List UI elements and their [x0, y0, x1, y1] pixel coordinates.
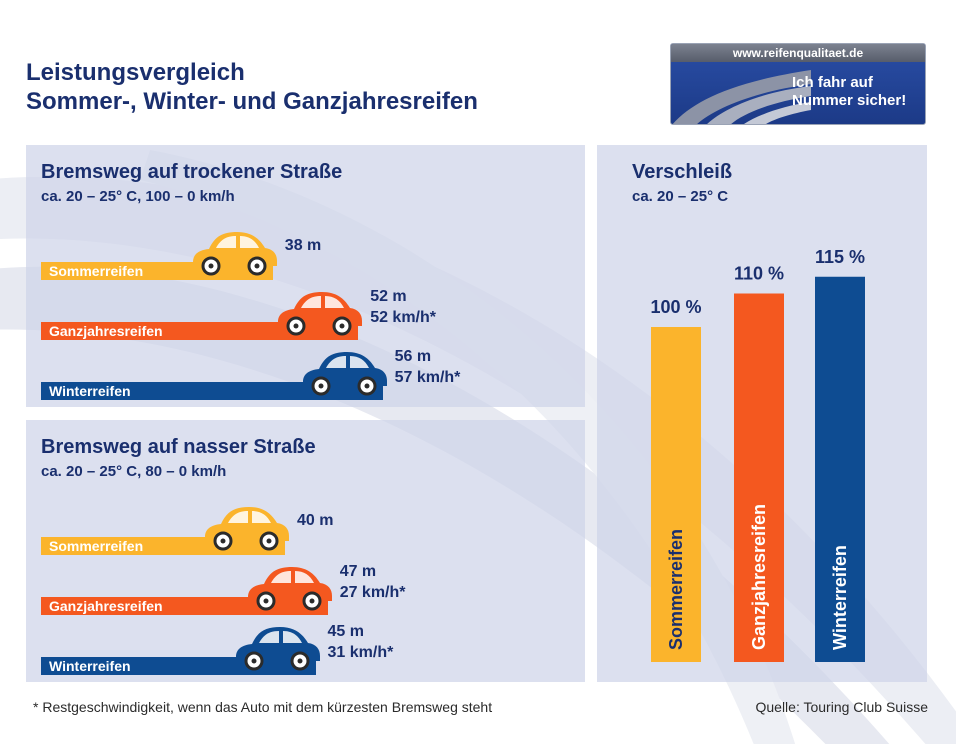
speed-label: 31 km/h* — [327, 644, 394, 661]
dry-panel-title: Bremsweg auf trockener Straße — [41, 161, 343, 183]
value-label-ganzjahresreifen: 47 m 27 km/h* — [340, 561, 406, 603]
value-label-ganzjahresreifen: 52 m 52 km/h* — [370, 286, 436, 328]
reifenqualitaet-logo: www.reifenqualitaet.de Ich fahr auf Numm… — [670, 43, 926, 125]
distance-label: 38 m — [284, 237, 322, 254]
wear-bar-winterreifen — [815, 276, 865, 662]
logo-url: www.reifenqualitaet.de — [671, 44, 925, 62]
wear-value-winterreifen: 115 % — [815, 247, 865, 267]
speed-label: 57 km/h* — [394, 369, 461, 386]
value-label-winterreifen: 56 m 57 km/h* — [395, 346, 461, 388]
logo-slogan-line-2: Nummer sicher! — [792, 92, 907, 109]
car-ganzjahresreifen-icon — [247, 567, 332, 611]
wear-category-sommerreifen: Sommerreifen — [666, 529, 686, 650]
dry-panel-subtitle: ca. 20 – 25° C, 100 – 0 km/h — [41, 188, 235, 205]
wear-bar-sommerreifen — [651, 327, 701, 662]
dry-braking-panel: Bremsweg auf trockener Straße ca. 20 – 2… — [26, 145, 585, 407]
bar-ganzjahresreifen: Ganzjahresreifen — [41, 322, 359, 340]
wear-value-ganzjahresreifen: 110 % — [734, 264, 784, 284]
wear-panel-subtitle: ca. 20 – 25° C — [632, 188, 729, 205]
distance-label: 47 m — [339, 563, 377, 580]
car-sommerreifen-icon — [205, 507, 289, 551]
source-note: Quelle: Touring Club Suisse — [755, 699, 928, 715]
footnote: * Restgeschwindigkeit, wenn das Auto mit… — [33, 699, 493, 715]
distance-label: 52 m — [370, 288, 407, 305]
logo-slogan: Ich fahr auf Nummer sicher! — [792, 74, 917, 110]
wear-chart: 100 % Sommerreifen 110 % Ganzjahresreifen 11… — [650, 247, 865, 662]
wear-panel-title: Verschleiß — [632, 161, 733, 183]
wear-bar-ganzjahresreifen — [734, 293, 784, 662]
title-line-1: Leistungsvergleich — [26, 59, 245, 86]
distance-label: 45 m — [327, 623, 364, 640]
page-title: Leistungsvergleich Sommer-, Winter- und … — [26, 58, 478, 116]
wear-panel: Verschleiß ca. 20 – 25° C 100 % Sommerrei… — [597, 145, 927, 682]
bar-ganzjahresreifen: Ganzjahresreifen — [41, 597, 328, 615]
title-line-2: Sommer-, Winter- und Ganzjahresreifen — [26, 88, 478, 115]
value-label-winterreifen: 45 m 31 km/h* — [328, 621, 394, 663]
distance-label: 40 m — [297, 512, 334, 529]
car-winterreifen-icon — [235, 627, 320, 671]
speed-label: 27 km/h* — [339, 584, 406, 601]
wet-panel-subtitle: ca. 20 – 25° C, 80 – 0 km/h — [41, 463, 227, 480]
wear-category-ganzjahresreifen: Ganzjahresreifen — [749, 504, 769, 650]
car-winterreifen-icon — [302, 352, 387, 396]
value-label-sommerreifen: 40 m — [297, 510, 333, 531]
wear-category-winterreifen: Winterreifen — [830, 545, 850, 650]
wet-braking-panel: Bremsweg auf nasser Straße ca. 20 – 25° … — [26, 420, 585, 682]
logo-slogan-line-1: Ich fahr auf — [792, 74, 873, 91]
car-ganzjahresreifen-icon — [278, 292, 363, 336]
speed-label: 52 km/h* — [370, 309, 436, 326]
value-label-sommerreifen: 38 m — [285, 235, 321, 256]
wear-value-sommerreifen: 100 % — [650, 297, 701, 317]
wet-panel-title: Bremsweg auf nasser Straße — [41, 436, 316, 458]
bar-winterreifen: Winterreifen — [41, 382, 383, 400]
car-sommerreifen-icon — [192, 232, 277, 276]
distance-label: 56 m — [394, 348, 432, 365]
road-icon — [672, 70, 811, 124]
